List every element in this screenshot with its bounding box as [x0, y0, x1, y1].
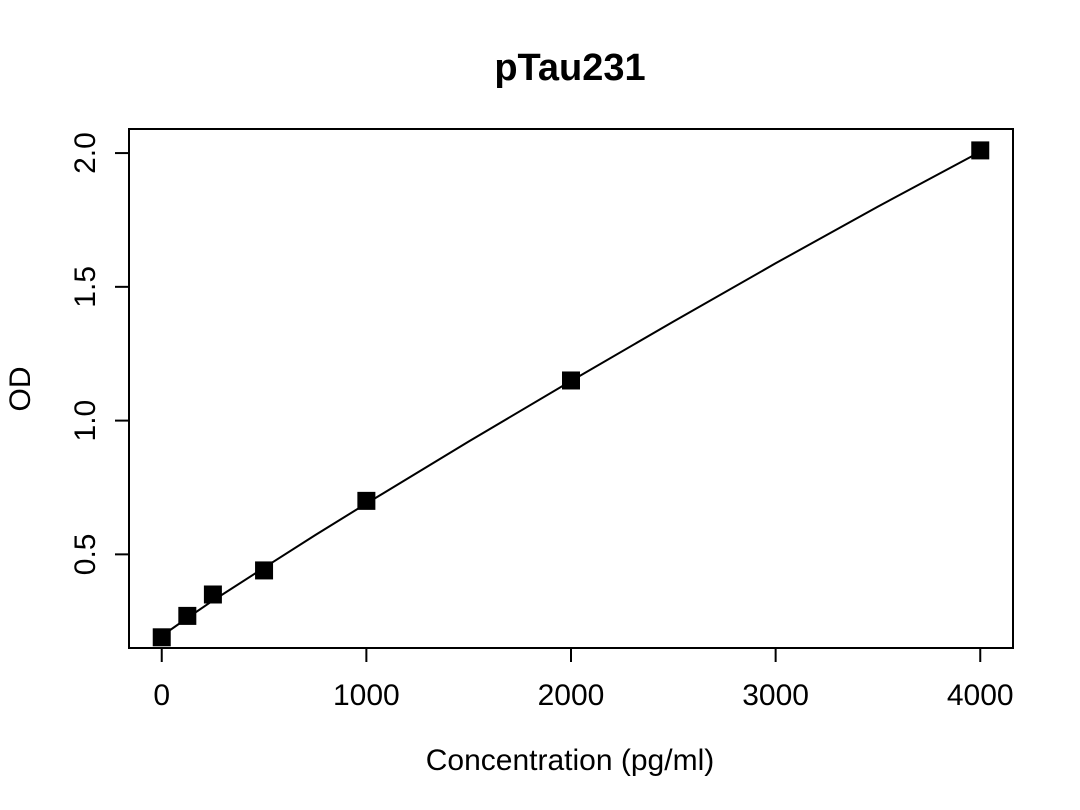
x-tick-label: 2000: [538, 679, 605, 712]
chart-title: pTau231: [494, 47, 645, 89]
y-tick-label: 0.5: [69, 534, 102, 576]
x-tick-label: 3000: [742, 679, 809, 712]
data-point: [971, 141, 990, 160]
data-point: [152, 628, 171, 647]
y-tick-label: 2.0: [69, 132, 102, 174]
data-point: [203, 585, 222, 604]
fit-curve-line: [161, 150, 981, 637]
y-tick-label: 1.0: [69, 400, 102, 442]
data-point: [178, 606, 197, 625]
x-axis: 0 1000 2000 3000 4000: [153, 647, 1014, 712]
data-point: [255, 561, 274, 580]
y-axis: 0.5 1.0 1.5 2.0: [69, 132, 130, 576]
y-axis-label: OD: [4, 367, 37, 412]
x-tick-label: 1000: [333, 679, 400, 712]
x-tick-label: 4000: [947, 679, 1014, 712]
x-tick-label: 0: [153, 679, 170, 712]
data-point: [357, 491, 376, 510]
x-axis-label: Concentration (pg/ml): [426, 744, 714, 777]
data-points: [152, 141, 990, 647]
y-tick-label: 1.5: [69, 266, 102, 308]
data-point: [562, 371, 580, 390]
